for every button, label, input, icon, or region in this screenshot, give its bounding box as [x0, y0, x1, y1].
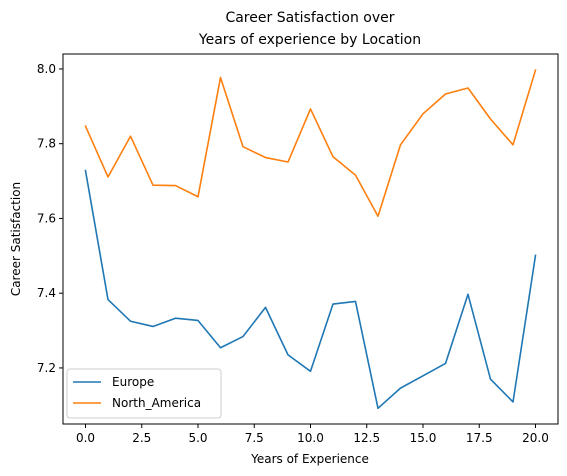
chart-title-line-2: Years of experience by Location [198, 32, 421, 48]
legend: Europe North_America [66, 368, 222, 419]
x-tick-label: 10.0 [297, 431, 324, 445]
x-tick-label: 7.5 [245, 431, 264, 445]
x-tick-label: 12.5 [353, 431, 380, 445]
y-axis-label: Career Satisfaction [9, 182, 23, 296]
legend-label-north-america: North_America [112, 396, 201, 410]
series-lines [84, 69, 537, 410]
legend-label-europe: Europe [112, 375, 154, 389]
x-tick-label: 0.0 [76, 431, 95, 445]
y-tick-label: 8.0 [37, 62, 56, 76]
y-tick-label: 7.2 [37, 361, 56, 375]
x-tick-label: 20.0 [522, 431, 549, 445]
y-axis: 7.2 7.4 7.6 7.8 8.0 [37, 62, 63, 375]
x-axis: 0.0 2.5 5.0 7.5 10.0 12.5 15.0 17.5 20.0 [76, 424, 549, 445]
x-tick-label: 2.5 [132, 431, 151, 445]
x-tick-label: 17.5 [466, 431, 493, 445]
chart-title-line-1: Career Satisfaction over [225, 10, 394, 26]
x-axis-label: Years of Experience [250, 452, 369, 466]
y-tick-label: 7.4 [37, 286, 56, 300]
y-tick-label: 7.6 [37, 211, 56, 225]
series-line-north-america [84, 69, 537, 217]
x-tick-label: 15.0 [410, 431, 437, 445]
legend-box [66, 368, 222, 419]
x-tick-label: 5.0 [188, 431, 207, 445]
y-tick-label: 7.8 [37, 137, 56, 151]
series-line-europe [84, 169, 537, 410]
